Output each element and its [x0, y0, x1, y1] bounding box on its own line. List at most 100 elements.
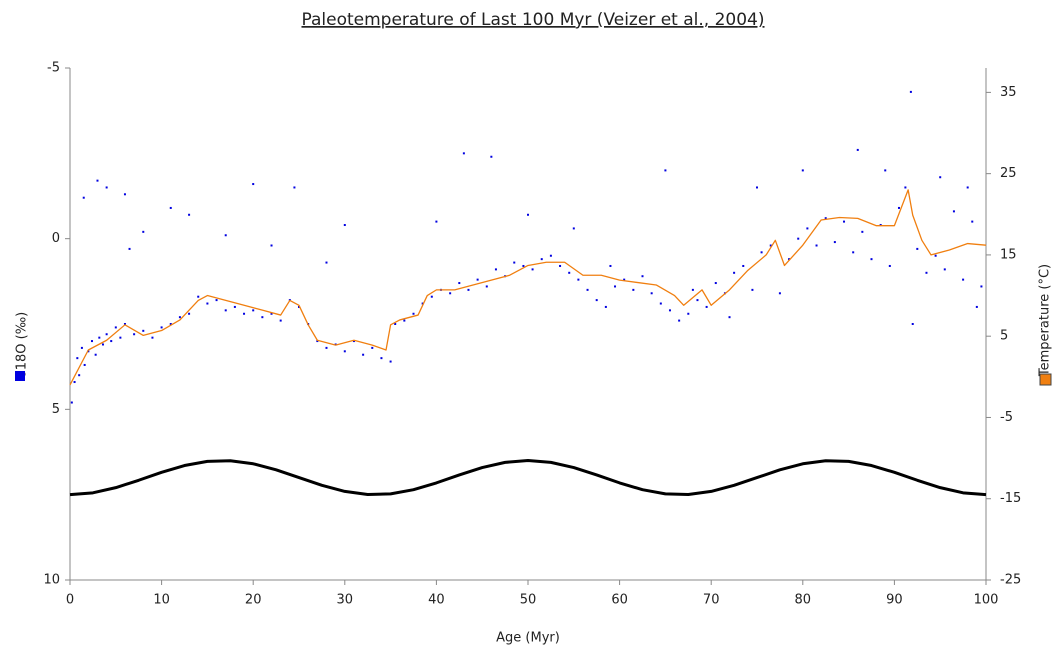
scatter-point	[123, 193, 126, 196]
scatter-point	[80, 346, 83, 349]
scatter-point	[939, 176, 942, 179]
y2-axis-label: Temperature (°C)	[1038, 264, 1053, 377]
scatter-point	[70, 401, 73, 404]
scatter-point	[435, 220, 438, 223]
x-tick-label: 20	[245, 593, 262, 608]
scatter-point	[403, 319, 406, 322]
scatter-point	[549, 254, 552, 257]
scatter-point	[778, 292, 781, 295]
scatter-point	[105, 333, 108, 336]
scatter-point	[188, 213, 191, 216]
scatter-point	[169, 323, 172, 325]
scatter-point	[110, 340, 113, 343]
y-axis-label: δ18O (‰)	[15, 312, 30, 378]
scatter-point	[604, 305, 607, 308]
scatter-point	[215, 299, 218, 302]
scatter-point	[430, 295, 433, 298]
scatter-point	[252, 183, 255, 186]
scatter-point	[909, 90, 912, 93]
scatter-point	[343, 350, 346, 353]
scatter-point	[105, 186, 108, 189]
y2-tick-label: -5	[1000, 410, 1013, 425]
x-tick-label: 0	[66, 593, 74, 608]
x-tick-label: 30	[337, 593, 354, 608]
scatter-point	[824, 217, 827, 220]
scatter-point	[572, 227, 575, 230]
scatter-point	[513, 261, 516, 264]
scatter-point	[82, 196, 85, 199]
scatter-point	[96, 179, 99, 182]
scatter-point	[362, 353, 365, 356]
scatter-point	[270, 244, 273, 247]
scatter-point	[114, 326, 117, 329]
scatter-point	[856, 148, 859, 151]
scatter-point	[73, 381, 76, 384]
scatter-point	[252, 309, 255, 312]
scatter-point	[769, 244, 772, 247]
y-tick-label: -5	[47, 61, 60, 76]
scatter-point	[705, 305, 708, 308]
scatter-point	[897, 206, 900, 209]
scatter-point	[394, 323, 397, 325]
scatter-point	[843, 220, 846, 223]
scatter-point	[476, 278, 479, 281]
scatter-point	[224, 309, 227, 312]
scatter-point	[614, 285, 617, 288]
scatter-point	[270, 312, 273, 315]
scatter-point	[83, 363, 86, 366]
y2-tick-label: 15	[1000, 247, 1017, 262]
scatter-point	[870, 258, 873, 261]
scatter-point	[756, 186, 758, 189]
scatter-point	[485, 285, 488, 288]
scatter-point	[586, 288, 589, 291]
scatter-point	[151, 336, 154, 339]
scatter-point	[490, 155, 493, 158]
scatter-point	[641, 275, 644, 278]
scatter-point	[971, 220, 974, 223]
scatter-point	[687, 312, 690, 315]
scatter-point	[160, 326, 163, 329]
y-tick-label: 10	[43, 573, 60, 588]
scatter-point	[78, 374, 81, 377]
scatter-point	[449, 292, 452, 295]
scatter-point	[664, 169, 667, 172]
scatter-point	[380, 357, 383, 360]
scatter-point	[467, 288, 470, 291]
y2-tick-label: -25	[1000, 573, 1021, 588]
scatter-point	[678, 319, 681, 322]
scatter-point	[943, 268, 946, 271]
scatter-point	[412, 312, 415, 315]
scatter-point	[696, 299, 699, 302]
scatter-point	[540, 258, 543, 261]
scatter-point	[293, 186, 296, 189]
scatter-point	[559, 264, 562, 267]
scatter-point	[788, 258, 791, 261]
scatter-point	[742, 264, 745, 267]
scatter-point	[389, 360, 392, 363]
x-tick-label: 40	[428, 593, 445, 608]
scatter-point	[632, 288, 635, 291]
scatter-point	[609, 264, 612, 267]
scatter-point	[522, 264, 525, 267]
scatter-point	[197, 295, 200, 298]
y2-tick-label: 35	[1000, 85, 1017, 100]
scatter-point	[371, 346, 374, 349]
scatter-point	[224, 234, 227, 237]
scatter-point	[691, 288, 694, 291]
scatter-point	[650, 292, 653, 295]
scatter-point	[261, 316, 264, 319]
scatter-point	[243, 312, 246, 315]
x-tick-label: 80	[795, 593, 812, 608]
scatter-point	[884, 169, 887, 172]
scatter-point	[934, 254, 937, 257]
y2-tick-label: 25	[1000, 166, 1017, 181]
scatter-point	[833, 241, 836, 244]
scatter-point	[76, 357, 79, 360]
scatter-point	[714, 282, 717, 285]
scatter-point	[760, 251, 763, 254]
scatter-point	[801, 169, 804, 172]
x-tick-label: 50	[520, 593, 537, 608]
scatter-point	[133, 333, 136, 336]
scatter-point	[733, 271, 736, 274]
scatter-point	[623, 278, 626, 281]
